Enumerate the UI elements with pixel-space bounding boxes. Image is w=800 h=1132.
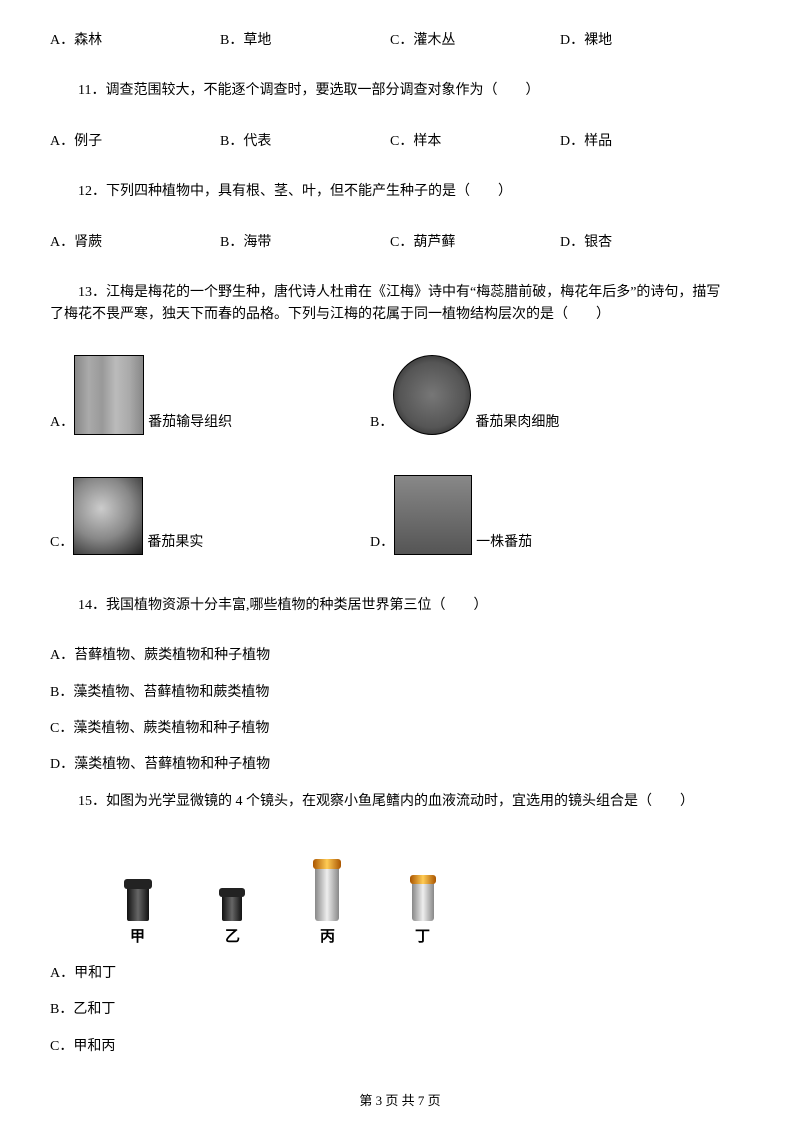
q13-a-label: 番茄输导组织 bbox=[148, 412, 232, 434]
tissue-image-icon bbox=[74, 355, 144, 435]
q12-stem: 12．下列四种植物中，具有根、茎、叶，但不能产生种子的是（ ） bbox=[50, 181, 750, 203]
q13-stem: 13．江梅是梅花的一个野生种，唐代诗人杜甫在《江梅》诗中有“梅蕊腊前破，梅花年后… bbox=[50, 282, 750, 327]
lens-label-yi: 乙 bbox=[225, 925, 240, 949]
lens-label-row: 甲 乙 丙 丁 bbox=[90, 925, 470, 949]
q13-row-cd: C． 番茄果实 D． 一株番茄 bbox=[50, 475, 750, 555]
q11-option-c: C．样本 bbox=[390, 131, 560, 153]
q13-line2: 了梅花不畏严寒，独天下而春的品格。下列与江梅的花属于同一植物结构层次的是（ ） bbox=[50, 304, 750, 326]
q14-stem: 14．我国植物资源十分丰富,哪些植物的种类居世界第三位（ ） bbox=[50, 595, 750, 617]
q14-option-a: A．苔藓植物、蕨类植物和种子植物 bbox=[50, 645, 750, 667]
q13-c-prefix: C． bbox=[50, 532, 73, 554]
lens-ding-icon bbox=[412, 877, 434, 921]
q10-options: A．森林 B．草地 C．灌木丛 D．裸地 bbox=[50, 30, 750, 52]
q13-c-label: 番茄果实 bbox=[147, 532, 203, 554]
lens-jia-icon bbox=[127, 885, 149, 921]
q12-option-d: D．银杏 bbox=[560, 232, 730, 254]
q11-options: A．例子 B．代表 C．样本 D．样品 bbox=[50, 131, 750, 153]
q10-option-a: A．森林 bbox=[50, 30, 220, 52]
q15-options: A．甲和丁 B．乙和丁 C．甲和丙 bbox=[50, 963, 750, 1058]
page-footer: 第 3 页 共 7 页 bbox=[0, 1091, 800, 1112]
q12-option-a: A．肾蕨 bbox=[50, 232, 220, 254]
q10-option-b: B．草地 bbox=[220, 30, 390, 52]
q10-option-c: C．灌木丛 bbox=[390, 30, 560, 52]
q13-d-prefix: D． bbox=[370, 532, 394, 554]
lens-yi-icon bbox=[222, 893, 242, 921]
q14-option-d: D．藻类植物、苔藓植物和种子植物 bbox=[50, 754, 750, 776]
q13-option-c: C． 番茄果实 bbox=[50, 477, 370, 555]
q10-option-d: D．裸地 bbox=[560, 30, 730, 52]
q13-a-prefix: A． bbox=[50, 412, 74, 434]
q14-option-b: B．藻类植物、苔藓植物和蕨类植物 bbox=[50, 682, 750, 704]
tomato-fruit-image-icon bbox=[73, 477, 143, 555]
q13-b-label: 番茄果肉细胞 bbox=[475, 412, 559, 434]
q13-d-label: 一株番茄 bbox=[476, 532, 532, 554]
lens-label-ding: 丁 bbox=[415, 925, 430, 949]
tomato-plant-image-icon bbox=[394, 475, 472, 555]
q11-option-d: D．样品 bbox=[560, 131, 730, 153]
q13-option-b: B． 番茄果肉细胞 bbox=[370, 355, 559, 435]
q13-row-ab: A． 番茄输导组织 B． 番茄果肉细胞 bbox=[50, 355, 750, 435]
lens-bing-icon bbox=[315, 861, 339, 921]
q11-option-b: B．代表 bbox=[220, 131, 390, 153]
q15-stem: 15．如图为光学显微镜的 4 个镜头，在观察小鱼尾鳍内的血液流动时，宜选用的镜头… bbox=[50, 791, 750, 813]
q12-options: A．肾蕨 B．海带 C．葫芦藓 D．银杏 bbox=[50, 232, 750, 254]
q15-option-a: A．甲和丁 bbox=[50, 963, 750, 985]
q15-option-b: B．乙和丁 bbox=[50, 999, 750, 1021]
q15-option-c: C．甲和丙 bbox=[50, 1036, 750, 1058]
q14-options: A．苔藓植物、蕨类植物和种子植物 B．藻类植物、苔藓植物和蕨类植物 C．藻类植物… bbox=[50, 645, 750, 777]
cell-image-icon bbox=[393, 355, 471, 435]
q14-option-c: C．藻类植物、蕨类植物和种子植物 bbox=[50, 718, 750, 740]
q13-option-a: A． 番茄输导组织 bbox=[50, 355, 370, 435]
q13-option-d: D． 一株番茄 bbox=[370, 475, 532, 555]
lens-row bbox=[90, 841, 470, 921]
q12-option-b: B．海带 bbox=[220, 232, 390, 254]
q11-option-a: A．例子 bbox=[50, 131, 220, 153]
q13-line1: 13．江梅是梅花的一个野生种，唐代诗人杜甫在《江梅》诗中有“梅蕊腊前破，梅花年后… bbox=[50, 282, 750, 304]
lens-label-bing: 丙 bbox=[320, 925, 335, 949]
q11-stem: 11．调查范围较大，不能逐个调查时，要选取一部分调查对象作为（ ） bbox=[50, 80, 750, 102]
lens-label-jia: 甲 bbox=[130, 925, 145, 949]
q13-b-prefix: B． bbox=[370, 412, 393, 434]
q12-option-c: C．葫芦藓 bbox=[390, 232, 560, 254]
q15-figure: 甲 乙 丙 丁 bbox=[90, 841, 470, 949]
